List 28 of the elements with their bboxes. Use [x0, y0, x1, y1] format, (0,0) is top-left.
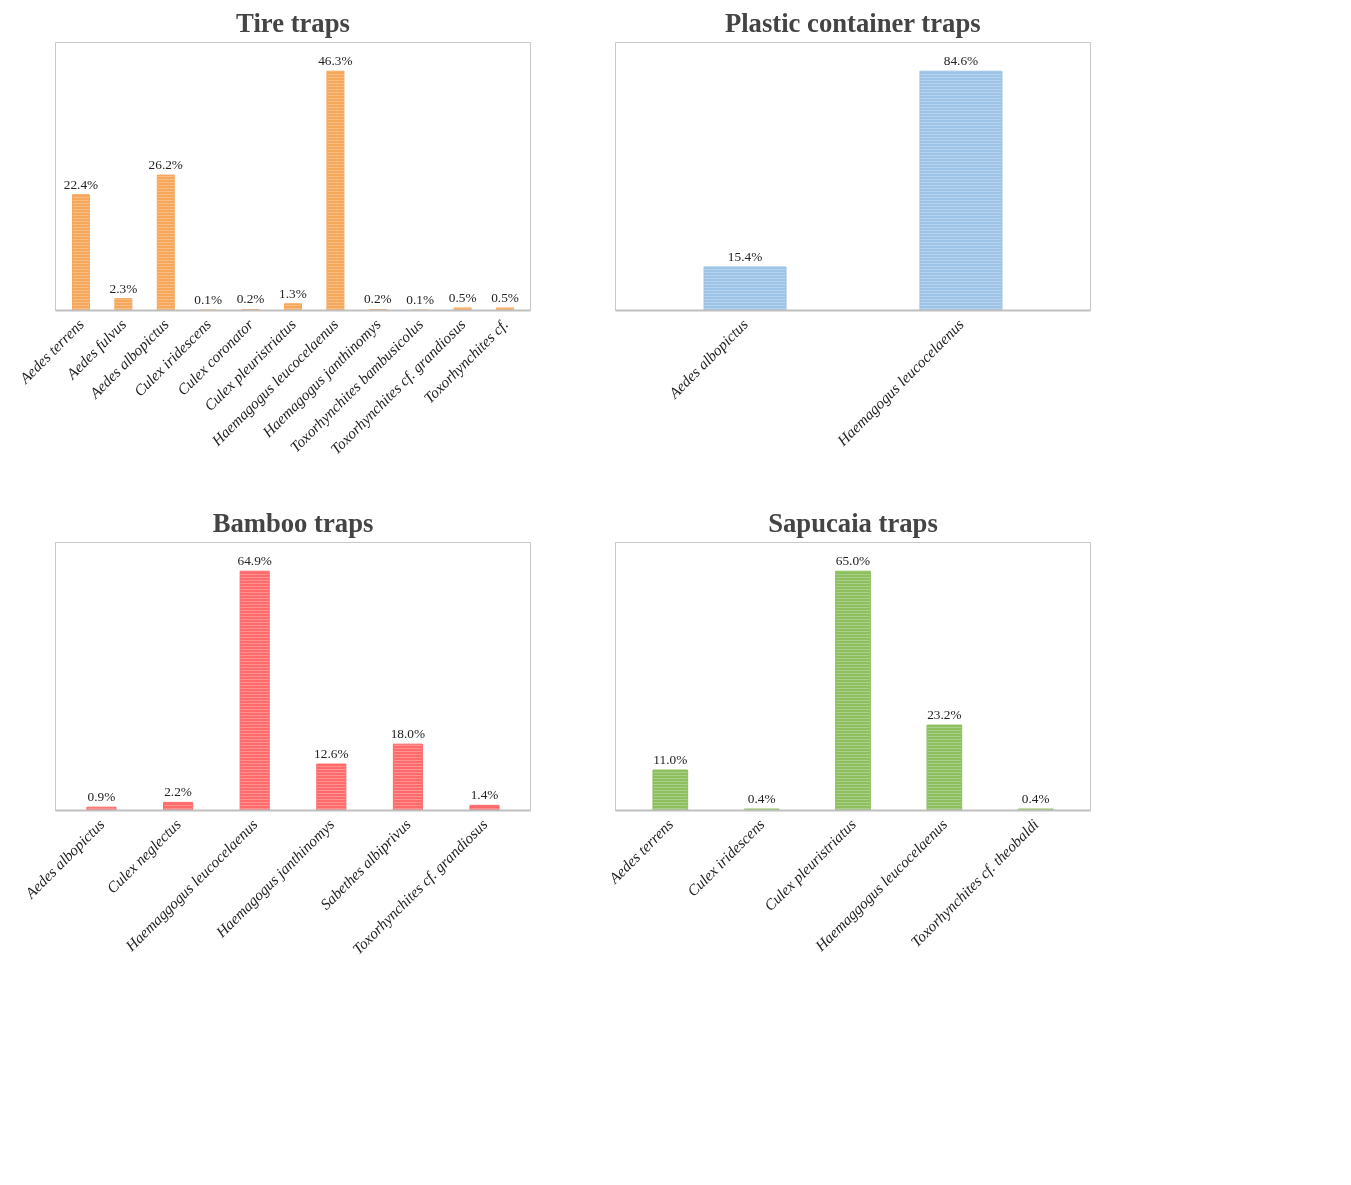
data-label: 23.2%: [927, 707, 962, 723]
data-label: 2.3%: [109, 280, 138, 296]
data-label: 0.4%: [747, 791, 776, 807]
data-label: 2.2%: [164, 784, 192, 800]
data-label: 11.0%: [653, 752, 688, 768]
chart-title: Sapucaia traps: [768, 507, 938, 538]
data-label: 18.0%: [390, 726, 426, 742]
data-label: 84.6%: [943, 53, 979, 69]
data-label: 0.5%: [491, 289, 519, 305]
data-label: 65.0%: [835, 553, 871, 569]
data-label: 26.2%: [148, 157, 183, 173]
data-label: 1.4%: [470, 787, 499, 803]
data-label: 64.9%: [237, 553, 272, 569]
chart-title: Tire traps: [236, 7, 350, 38]
data-label: 0.1%: [194, 291, 223, 307]
data-label: 0.5%: [448, 289, 477, 305]
data-label: 0.2%: [236, 291, 265, 307]
data-label: 0.1%: [406, 291, 435, 307]
chart-title: Bamboo traps: [212, 507, 374, 538]
data-label: 46.3%: [318, 53, 353, 69]
data-label: 0.2%: [363, 291, 392, 307]
data-label: 15.4%: [727, 248, 763, 264]
chart-title: Plastic container traps: [724, 7, 981, 38]
data-label: 22.4%: [63, 176, 99, 192]
data-label: 0.9%: [87, 789, 116, 805]
data-label: 1.3%: [279, 285, 307, 301]
data-label: 0.4%: [1021, 791, 1050, 807]
data-label: 12.6%: [314, 746, 349, 762]
